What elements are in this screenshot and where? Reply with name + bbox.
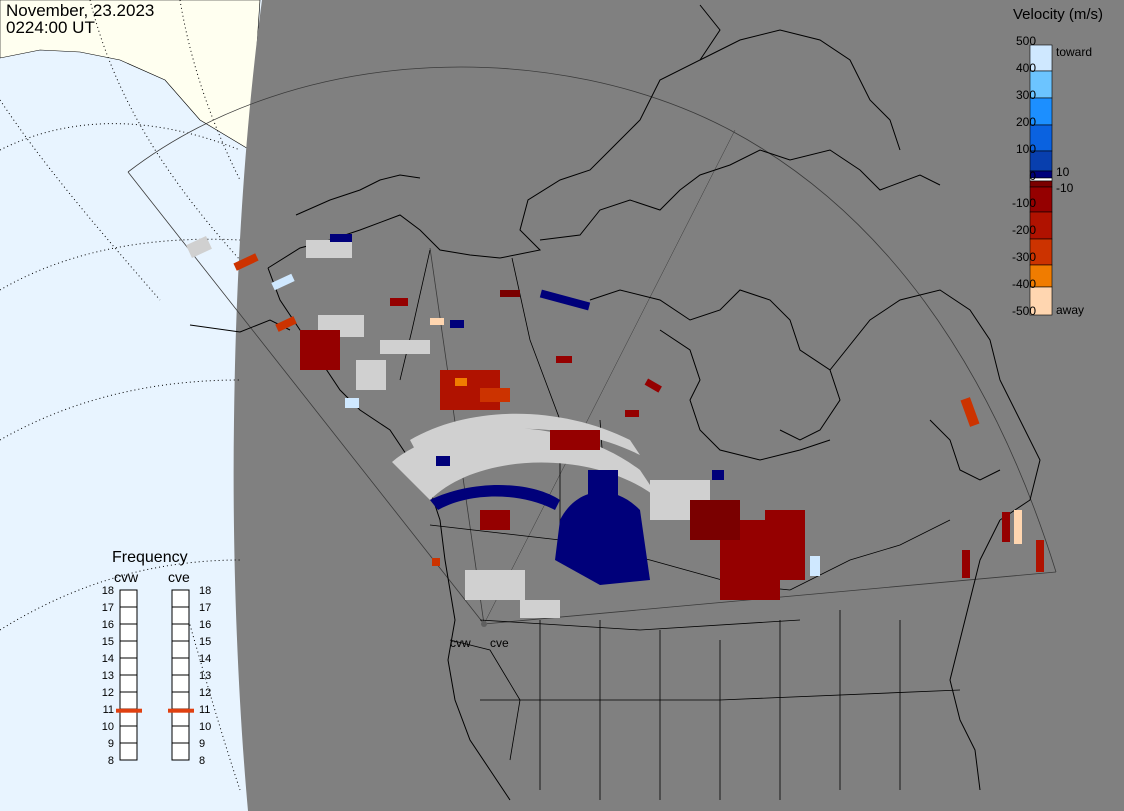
frequency-level-right: 12 (199, 687, 212, 699)
frequency-level-left: 11 (102, 704, 114, 716)
colorbar-tick-label: 0 (1029, 169, 1036, 183)
frequency-level-left: 13 (101, 670, 114, 682)
frequency-level-right: 15 (199, 636, 212, 648)
frequency-level-right: 18 (199, 585, 212, 597)
colorbar-title: Velocity (m/s) (1013, 6, 1104, 23)
radar-site-marker (481, 621, 487, 627)
coastlines (189, 4, 1041, 801)
frequency-level-left: 9 (107, 738, 114, 750)
colorbar-tick-label: 100 (1015, 142, 1036, 156)
echoes-toward (271, 234, 820, 585)
colorbar-tick-label: 200 (1015, 115, 1036, 129)
colorbar-neg-threshold: -10 (1056, 181, 1074, 195)
velocity-colorbar (1029, 44, 1053, 316)
colorbar-tick-label: -300 (1011, 250, 1036, 264)
frequency-title: Frequency (112, 549, 188, 566)
date-label: November, 23.2023 (6, 1, 155, 20)
cvw-frequency-marker (116, 708, 142, 713)
cve-frequency-marker (168, 708, 194, 713)
colorbar-tick-label: 400 (1015, 61, 1036, 75)
frequency-level-right: 8 (199, 755, 206, 767)
colorbar-toward-label: toward (1056, 45, 1093, 59)
colorbar-tick-label: -200 (1011, 223, 1036, 237)
colorbar-tick-label: 500 (1015, 34, 1036, 48)
colorbar-tick-label: -100 (1011, 196, 1036, 210)
frequency-column-cve: cve (168, 569, 190, 585)
frequency-level-left: 10 (101, 721, 114, 733)
colorbar-pos-threshold: 10 (1056, 165, 1070, 179)
colorbar-away-label: away (1056, 303, 1085, 317)
frequency-level-right: 16 (199, 619, 212, 631)
frequency-level-right: 14 (199, 653, 212, 665)
frequency-level-right: 10 (199, 721, 212, 733)
frequency-level-right: 13 (199, 670, 212, 682)
frequency-level-left: 18 (101, 585, 114, 597)
frequency-level-right: 17 (199, 602, 212, 614)
frequency-level-right: 9 (199, 738, 206, 750)
frequency-level-left: 12 (101, 687, 114, 699)
day-grid-lines (0, 0, 241, 791)
frequency-level-left: 8 (107, 755, 114, 767)
site-label-cve: cve (490, 636, 509, 650)
frequency-level-left: 14 (101, 653, 114, 665)
colorbar-tick-label: -400 (1011, 277, 1036, 291)
echoes-away (233, 253, 1044, 600)
colorbar-tick-label: -500 (1011, 304, 1036, 318)
frequency-level-right: 11 (199, 704, 211, 716)
frequency-level-left: 17 (101, 602, 114, 614)
frequency-boxes (119, 589, 190, 761)
site-label-cvw: cvw (450, 636, 471, 650)
frequency-column-cvw: cvw (114, 569, 139, 585)
time-label: 0224:00 UT (6, 18, 95, 37)
colorbar-tick-label: 300 (1015, 88, 1036, 102)
frequency-level-left: 16 (101, 619, 114, 631)
frequency-level-left: 15 (101, 636, 114, 648)
night-region (233, 0, 1124, 811)
